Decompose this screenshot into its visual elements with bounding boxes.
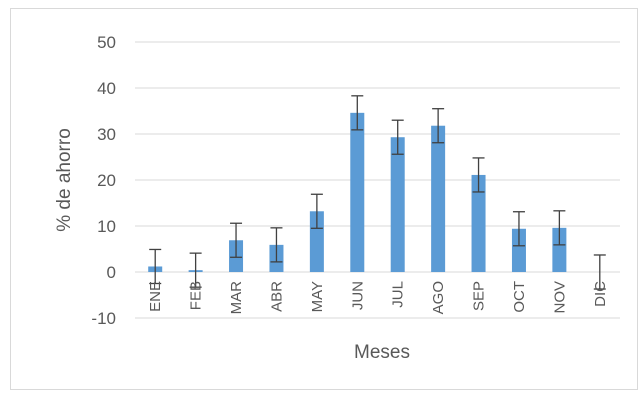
- y-tick-label: 20: [97, 171, 116, 190]
- x-tick-label: SEP: [471, 281, 488, 311]
- bar: [350, 112, 365, 272]
- x-tick-label: ENE: [147, 281, 164, 312]
- bar: [552, 227, 567, 272]
- chart-frame: [10, 8, 638, 390]
- x-tick-label: FEB: [188, 281, 205, 310]
- error-bar: [351, 95, 364, 131]
- y-tick-label: 50: [97, 33, 116, 52]
- x-tick-label: ABR: [268, 281, 285, 312]
- gridlines: [135, 41, 620, 319]
- y-axis-title: % de ahorro: [54, 128, 75, 232]
- error-bars: [149, 95, 606, 290]
- x-tick-label: DIC: [592, 281, 609, 307]
- y-tick-label: 40: [97, 79, 116, 98]
- error-bar: [310, 193, 323, 229]
- x-tick-label: NOV: [551, 281, 568, 314]
- bar: [309, 211, 324, 272]
- x-tick-label: JUL: [390, 281, 407, 308]
- x-tick-label: AGO: [430, 281, 447, 314]
- y-tick-label: 30: [97, 125, 116, 144]
- error-bar: [593, 254, 606, 290]
- bar: [431, 125, 446, 272]
- y-tick-label: -10: [91, 309, 116, 328]
- error-bar: [553, 210, 566, 246]
- error-bar: [149, 248, 162, 285]
- error-bar: [230, 222, 243, 258]
- x-tick-label: MAR: [228, 281, 245, 315]
- error-bar: [270, 227, 283, 263]
- error-bar: [432, 108, 445, 144]
- x-tick-label: OCT: [511, 281, 528, 313]
- bars: [148, 112, 567, 272]
- error-bar: [472, 157, 485, 193]
- x-tick-label: MAY: [309, 281, 326, 312]
- y-tick-label: 0: [107, 263, 116, 282]
- error-bar: [189, 252, 202, 288]
- y-tick-label: 10: [97, 217, 116, 236]
- bar: [511, 228, 526, 272]
- x-tick-label: JUN: [349, 281, 366, 310]
- bar: [471, 174, 486, 272]
- x-tick-labels: ENE FEB MAR ABR MAY JUN JUL AGO SEP OCT NOV DIC: [147, 281, 609, 315]
- x-axis-title: Meses: [354, 342, 410, 363]
- error-bar: [512, 211, 525, 247]
- error-bar: [391, 119, 404, 155]
- bar: [390, 137, 405, 272]
- y-tick-labels: -10 0 10 20 30 40 50: [91, 33, 116, 328]
